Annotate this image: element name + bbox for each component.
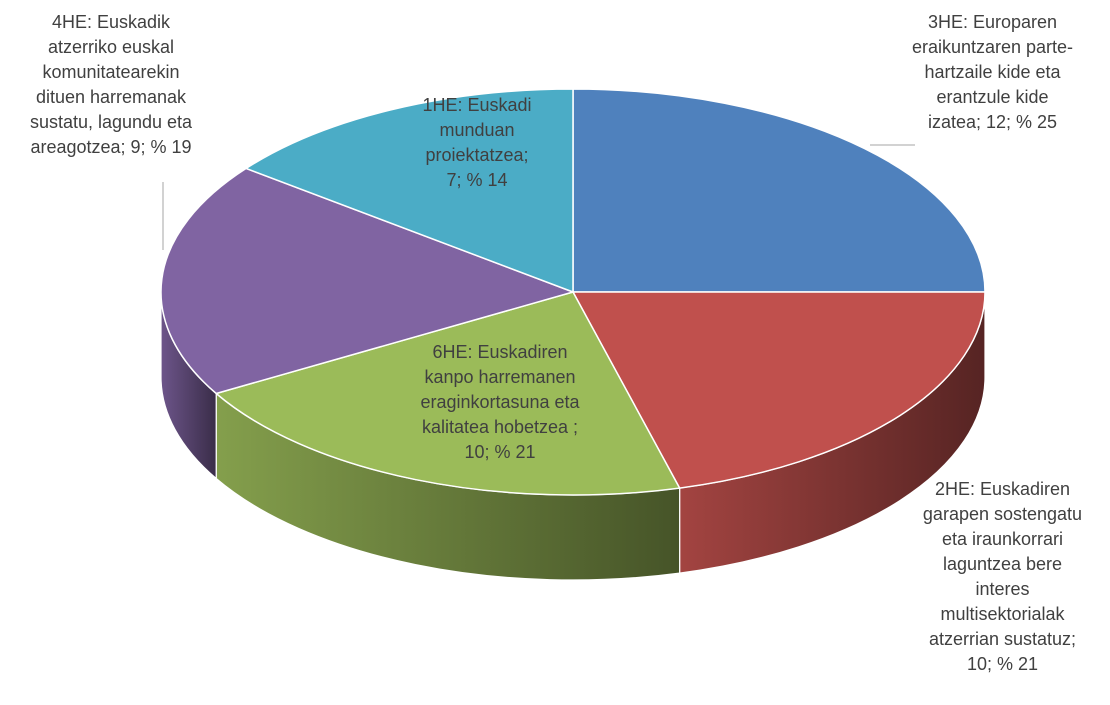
pie-side-walls: [160, 291, 986, 581]
pie-slice-5: [245, 88, 574, 293]
data-label-4: 4HE: Euskadik atzerriko euskal komunitat…: [29, 12, 193, 157]
pie-top-faces: [160, 88, 986, 496]
pie-slice-2: [572, 291, 986, 489]
pie-slice-1: [572, 88, 986, 293]
pie-slice-3: [215, 291, 681, 496]
data-label-5: 1HE: Euskadi munduan proiektatzea; 7; % …: [422, 95, 532, 190]
leader-lines: [162, 144, 915, 250]
data-label-1: 3HE: Europaren eraikuntzaren parte- hart…: [911, 12, 1074, 132]
data-label-3: 6HE: Euskadiren kanpo harremanen eragink…: [420, 342, 580, 462]
pie-slice-4: [160, 167, 574, 395]
data-label-2: 2HE: Euskadiren garapen sostengatu eta i…: [922, 479, 1083, 674]
